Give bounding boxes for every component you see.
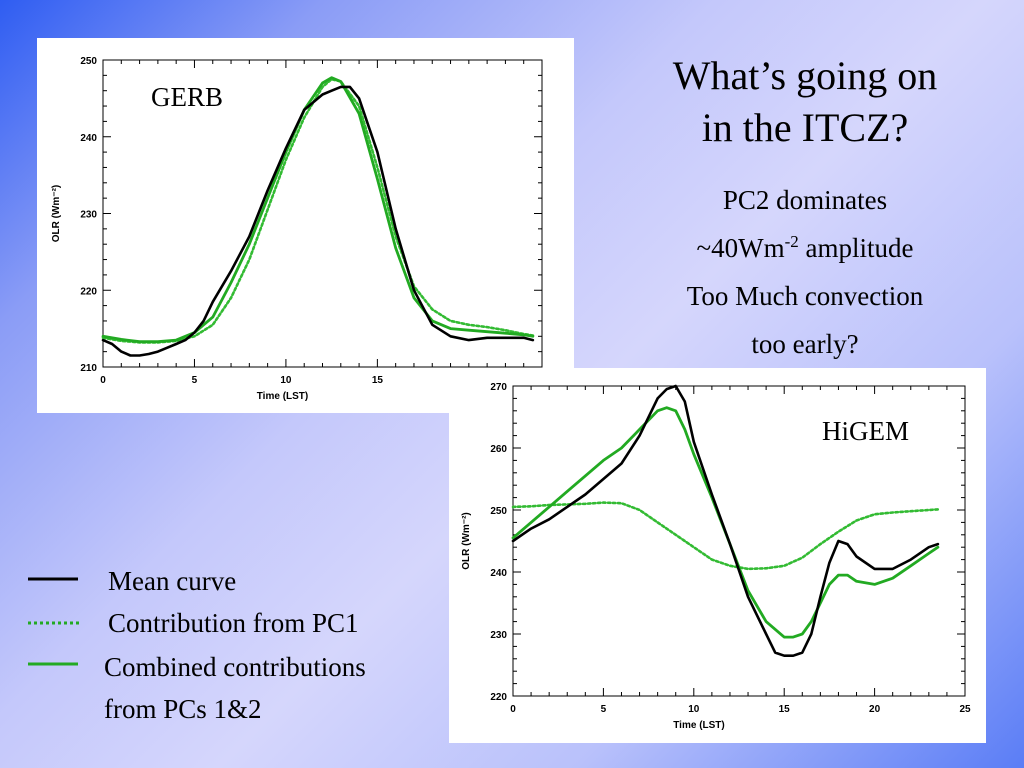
legend-label-combined: Combined contributions from PCs 1&2 xyxy=(104,646,366,730)
higem-x-axis-label: Time (LST) xyxy=(673,720,724,731)
bullet-convection: Too Much convection too early? xyxy=(620,279,990,361)
gerb-series-pc1 xyxy=(101,77,535,344)
gerb-chart: 0 5 10 15 210 220 230 240 250 Time (LST) OLR (Wm⁻²… xyxy=(51,56,543,402)
bullet-pc2: PC2 dominates xyxy=(722,185,888,215)
legend-label-combined-line-1: Combined contributions xyxy=(104,652,366,682)
higem-x-tick-label: 0 xyxy=(510,704,516,715)
gerb-y-tick-label: 240 xyxy=(80,133,97,144)
legend-swatch-combined xyxy=(28,662,78,666)
higem-x-tick-label: 20 xyxy=(869,704,881,715)
higem-y-tick-label: 260 xyxy=(490,444,507,455)
higem-x-tick-label: 5 xyxy=(601,704,607,715)
higem-x-tick-label: 15 xyxy=(779,704,791,715)
higem-series-mean xyxy=(511,384,940,657)
title-line-2: in the ITCZ? xyxy=(701,105,909,150)
bullet-list: PC2 dominates ~40Wm-2 amplitude Too Much… xyxy=(620,183,990,375)
gerb-series-combined xyxy=(101,76,535,344)
gerb-x-tick-label: 5 xyxy=(192,375,198,386)
legend-label-combined-line-2: from PCs 1&2 xyxy=(104,694,262,724)
convection-line-1: Too Much convection xyxy=(686,281,924,311)
convection-line-2: too early? xyxy=(751,329,859,359)
higem-y-tick-label: 240 xyxy=(490,568,507,579)
higem-chart: 0 5 10 15 20 25 220 230 240 250 260 270 Time (LST) OL… xyxy=(461,382,971,731)
slide-title: What’s going on in the ITCZ? xyxy=(620,50,990,154)
higem-y-tick-label: 230 xyxy=(490,630,507,641)
gerb-chart-tag: GERB xyxy=(151,82,223,112)
higem-y-tick-label: 250 xyxy=(490,506,507,517)
gerb-y-tick-label: 250 xyxy=(80,56,97,67)
gerb-y-tick-label: 210 xyxy=(80,363,97,374)
gerb-series-mean xyxy=(101,85,535,357)
higem-series-pc1 xyxy=(511,501,940,571)
higem-y-axis-label: OLR (Wm⁻²) xyxy=(461,512,472,570)
legend-swatch-pc1 xyxy=(28,621,80,625)
gerb-chart-panel: 0 5 10 15 210 220 230 240 250 Time (LST) OLR (Wm⁻²… xyxy=(37,38,574,413)
gerb-x-axis-label: Time (LST) xyxy=(257,391,308,402)
amplitude-suffix: amplitude xyxy=(798,233,914,263)
gerb-y-tick-label: 230 xyxy=(80,210,97,221)
gerb-y-tick-label: 220 xyxy=(80,286,97,297)
higem-x-tick-label: 10 xyxy=(688,704,700,715)
higem-chart-panel: 0 5 10 15 20 25 220 230 240 250 260 270 Time (LST) OL… xyxy=(449,368,986,743)
higem-y-tick-label: 220 xyxy=(490,692,507,703)
gerb-y-axis-label: OLR (Wm⁻²) xyxy=(51,185,62,243)
higem-y-tick-label: 270 xyxy=(490,382,507,393)
gerb-x-tick-label: 15 xyxy=(372,375,384,386)
amplitude-prefix: ~40Wm xyxy=(696,233,785,263)
legend-swatch-mean xyxy=(28,577,78,581)
higem-x-tick-label: 25 xyxy=(959,704,971,715)
bullet-amplitude: ~40Wm-2 amplitude xyxy=(620,231,990,265)
higem-chart-tag: HiGEM xyxy=(822,416,909,446)
higem-series-combined xyxy=(511,406,940,639)
gerb-x-tick-label: 0 xyxy=(100,375,106,386)
gerb-x-tick-label: 10 xyxy=(280,375,292,386)
legend-label-mean: Mean curve xyxy=(108,566,237,596)
legend-label-pc1: Contribution from PC1 xyxy=(108,608,359,638)
title-line-1: What’s going on xyxy=(672,53,938,98)
amplitude-exponent: -2 xyxy=(784,232,799,251)
